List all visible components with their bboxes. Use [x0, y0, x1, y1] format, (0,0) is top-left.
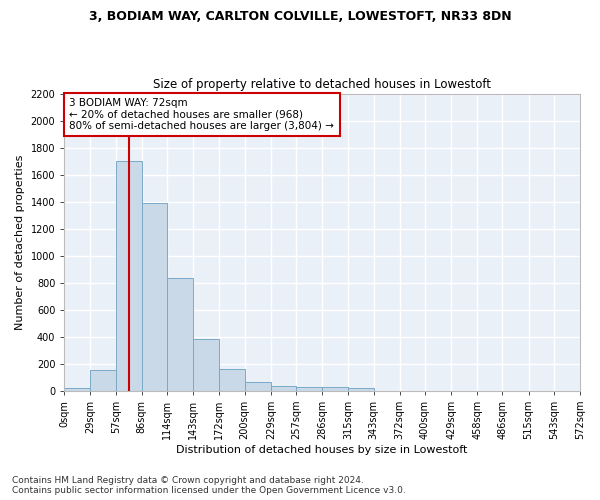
Text: Contains HM Land Registry data © Crown copyright and database right 2024.
Contai: Contains HM Land Registry data © Crown c…	[12, 476, 406, 495]
Bar	[91, 370, 116, 391]
Y-axis label: Number of detached properties: Number of detached properties	[15, 154, 25, 330]
Bar	[220, 368, 245, 391]
Bar	[167, 278, 193, 391]
Title: Size of property relative to detached houses in Lowestoft: Size of property relative to detached ho…	[153, 78, 491, 91]
Text: 3 BODIAM WAY: 72sqm
← 20% of detached houses are smaller (968)
80% of semi-detac: 3 BODIAM WAY: 72sqm ← 20% of detached ho…	[70, 98, 334, 131]
Bar	[271, 386, 296, 391]
Bar	[142, 203, 167, 391]
Bar	[116, 161, 142, 391]
Text: 3, BODIAM WAY, CARLTON COLVILLE, LOWESTOFT, NR33 8DN: 3, BODIAM WAY, CARLTON COLVILLE, LOWESTO…	[89, 10, 511, 23]
Bar	[193, 339, 220, 391]
Bar	[322, 387, 349, 391]
Bar	[349, 388, 374, 391]
Bar	[296, 387, 322, 391]
Bar	[245, 382, 271, 391]
Bar	[64, 388, 91, 391]
X-axis label: Distribution of detached houses by size in Lowestoft: Distribution of detached houses by size …	[176, 445, 468, 455]
